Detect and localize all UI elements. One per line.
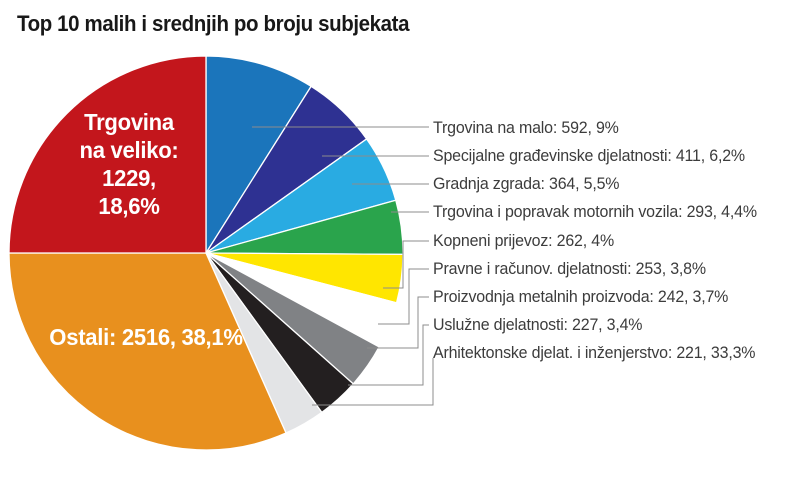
leader-line-proizvodnja-metalnih-proizvoda: [367, 296, 429, 349]
pie-inside-label-trgovina-na-veliko: Trgovina na veliko: 1229, 18,6%: [43, 108, 216, 220]
pie-inside-label-line: 18,6%: [98, 193, 160, 219]
legend-item-proizvodnja-metalnih-proizvoda: Proizvodnja metalnih proizvoda: 242, 3,7…: [433, 287, 729, 306]
pie-inside-label-line: 1229,: [102, 165, 156, 191]
legend-item-usluzne-djelatnosti: Uslužne djelatnosti: 227, 3,4%: [433, 315, 643, 334]
legend-item-trgovina-na-malo: Trgovina na malo: 592, 9%: [433, 118, 619, 137]
pie-slice-trgovina-na-veliko: [8, 55, 207, 254]
pie-inside-label-line: na veliko:: [79, 137, 179, 163]
leader-lines-group: [252, 126, 434, 406]
chart-title: Top 10 malih i srednjih po broju subjeka…: [17, 11, 410, 36]
leader-line-kopneni-prijevoz: [383, 240, 429, 289]
pie-slice-trgovina-na-malo: [205, 55, 312, 254]
leader-line-arhitektonske-djelat-i-inzenjerstvo: [312, 358, 434, 406]
leader-line-usluzne-djelatnosti: [348, 324, 429, 386]
legend-item-trgovina-i-popravak-motornih-vozila: Trgovina i popravak motornih vozila: 293…: [433, 202, 757, 221]
pie-inside-label-line: Trgovina: [84, 109, 174, 135]
legend-item-gradnja-zgrada: Gradnja zgrada: 364, 5,5%: [433, 174, 620, 193]
legend-item-arhitektonske-djelat-i-inzenjerstvo: Arhitektonske djelat. i inženjerstvo: 22…: [433, 343, 756, 362]
pie-slices-group: [8, 55, 404, 451]
legend-item-specijalne-gradevinske-djelatnosti: Specijalne građevinske djelatnosti: 411,…: [433, 146, 745, 165]
pie-slice-ostali: [8, 252, 287, 451]
leader-line-pravne-i-racunov-djelatnosti: [378, 268, 429, 325]
legend-item-pravne-i-racunov-djelatnosti: Pravne i računov. djelatnosti: 253, 3,8%: [433, 259, 706, 278]
pie-inside-label-line: Ostali: 2516, 38,1%: [49, 324, 243, 350]
pie-inside-label-ostali: Ostali: 2516, 38,1%: [31, 323, 261, 351]
legend-item-kopneni-prijevoz: Kopneni prijevoz: 262, 4%: [433, 231, 614, 250]
